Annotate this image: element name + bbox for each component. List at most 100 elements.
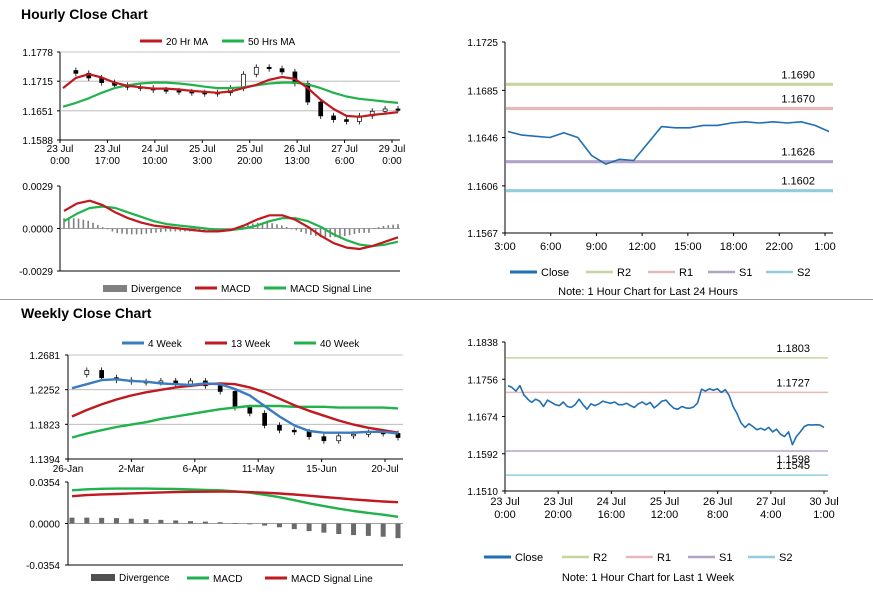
hourly-divergence-bar: [130, 228, 133, 235]
weekly-price-y-tick-label: 1.1394: [29, 455, 60, 466]
hourly-divergence-bar: [285, 227, 288, 229]
hourly-levels-x-tick-label: 1:00: [814, 241, 835, 253]
weekly-macd-y-tick-label: 0.0000: [29, 520, 60, 531]
hourly-divergence-bar: [140, 228, 143, 235]
weekly-legend-divergence-label: Divergence: [119, 573, 170, 584]
weekly-divergence-bar: [202, 521, 208, 524]
weekly-divergence-bar: [306, 523, 312, 532]
hourly-divergence-bar: [339, 228, 341, 237]
weekly-divergence-bar: [247, 523, 253, 525]
weekly-divergence-bar: [321, 523, 327, 533]
weekly-levels-x-tick-label: 1:00: [813, 509, 834, 521]
weekly-levels-x-tick-label: 30 Jul: [809, 496, 838, 508]
hourly-divergence-bar: [387, 225, 390, 229]
hourly-price-candle: [176, 90, 182, 93]
hourly-levels-y-tick-label: 1.1606: [467, 182, 498, 193]
hourly-divergence-bar: [111, 228, 114, 232]
hourly-price-y-tick-label: 1.1715: [22, 77, 53, 88]
weekly-macd-y-tick-label: 0.0354: [29, 478, 60, 489]
weekly-divergence-bar: [276, 523, 282, 528]
hourly-divergence-bar: [368, 228, 370, 233]
weekly-divergence-bar: [188, 521, 194, 524]
hourly-price-candle: [163, 89, 169, 92]
weekly-legend-divergence-swatch: [91, 574, 115, 581]
weekly-price-y-tick-label: 1.2252: [29, 386, 60, 397]
hourly-price-x-tick-label: 6:00: [335, 156, 355, 167]
weekly-levels-x-tick-label: 24 Jul: [597, 496, 626, 508]
hourly-divergence-bar: [242, 225, 244, 229]
weekly-divergence-bar: [69, 517, 75, 524]
weekly-levels-x-tick-label: 23 Jul: [490, 496, 519, 508]
hourly-levels-note: Note: 1 Hour Chart for Last 24 Hours: [558, 286, 738, 298]
hourly-levels-y-tick-label: 1.1567: [467, 229, 498, 240]
weekly-macd-y-tick-label: -0.0354: [26, 561, 60, 572]
weekly-levels-x-tick-label: 26 Jul: [703, 496, 732, 508]
hourly-price-x-tick-label: 17:00: [95, 156, 120, 167]
weekly-levels-close-line: [507, 384, 825, 446]
hourly-divergence-bar: [203, 228, 206, 232]
hourly-divergence-bar: [353, 228, 356, 235]
weekly-divergence-bar: [380, 523, 386, 537]
hourly-divergence-bar: [164, 228, 167, 232]
hourly-levels-legend-close-label: Close: [541, 267, 569, 279]
hourly-price-candle: [73, 70, 79, 74]
weekly-divergence-bar: [217, 522, 223, 524]
weekly-price-candle: [99, 370, 104, 379]
hourly-divergence-bar: [334, 228, 336, 238]
hourly-ma50-line: [62, 81, 399, 108]
weekly-levels-x-tick-label: 12:00: [651, 509, 679, 521]
weekly-legend-40wk-label: 40 Week: [320, 339, 360, 350]
hourly-ma20-line: [62, 73, 399, 118]
weekly-price-x-tick-label: 2-Mar: [118, 464, 145, 475]
hourly-legend-macd-label: MACD: [221, 284, 250, 295]
hourly-price-candle: [266, 66, 272, 70]
hourly-divergence-bar: [92, 222, 94, 229]
weekly-levels-x-tick-label: 27 Jul: [756, 496, 785, 508]
weekly-levels-y-tick-label: 1.1510: [467, 487, 498, 498]
hourly-divergence-bar: [87, 220, 90, 229]
hourly-levels-legend-s1-label: S1: [739, 267, 752, 279]
weekly-price-x-tick-label: 15-Jun: [306, 464, 337, 475]
hourly-levels-x-tick-label: 3:00: [494, 241, 515, 253]
hourly-levels-x-tick-label: 22:00: [766, 241, 794, 253]
hourly-levels-level-s1-label: 1.1626: [781, 147, 815, 159]
weekly-legend-macd-label: MACD: [213, 574, 242, 585]
weekly-levels-y-tick-label: 1.1674: [467, 413, 498, 424]
hourly-price-x-tick-label: 25 Jul: [189, 144, 216, 155]
weekly-levels-y-tick-label: 1.1592: [467, 450, 498, 461]
weekly-levels-x-tick-label: 0:00: [494, 509, 515, 521]
hourly-price-x-tick-label: 24 Jul: [142, 144, 169, 155]
hourly-levels-close-line: [507, 121, 830, 165]
hourly-divergence-bar: [135, 228, 138, 235]
hourly-price-x-tick-label: 0:00: [382, 156, 402, 167]
hourly-divergence-bar: [116, 228, 119, 234]
hourly-price-y-tick-label: 1.1651: [22, 107, 53, 118]
hourly-levels-x-tick-label: 18:00: [720, 241, 748, 253]
weekly-divergence-bar: [128, 518, 134, 524]
weekly-levels-legend-s1-label: S1: [719, 552, 732, 564]
hourly-macd-y-tick-label: 0.0029: [22, 182, 53, 193]
weekly-divergence-bar: [99, 517, 105, 524]
hourly-levels-level-s2-label: 1.1602: [781, 176, 815, 188]
hourly-divergence-bar: [324, 228, 327, 238]
hourly-levels-y-tick-label: 1.1685: [467, 86, 498, 97]
weekly-price-y-tick-label: 1.2681: [29, 351, 60, 362]
weekly-levels-level-s1-label: 1.1598: [776, 454, 810, 466]
hourly-divergence-bar: [121, 228, 123, 234]
weekly-price-candle: [262, 412, 267, 426]
hourly-divergence-bar: [271, 223, 273, 229]
hourly-divergence-bar: [382, 225, 385, 229]
hourly-price-candle: [395, 108, 401, 111]
hourly-divergence-bar: [281, 225, 283, 229]
hourly-price-x-tick-label: 3:00: [193, 156, 213, 167]
weekly-legend-13wk-label: 13 Week: [231, 339, 271, 350]
hourly-divergence-bar: [348, 228, 351, 236]
hourly-divergence-bar: [155, 228, 157, 233]
hourly-price-candle: [279, 68, 285, 73]
hourly-price-x-tick-label: 29 Jul: [379, 144, 406, 155]
weekly-divergence-bar: [232, 523, 238, 524]
weekly-divergence-bar: [84, 517, 90, 524]
weekly-price-candle: [351, 433, 356, 437]
hourly-macd-y-tick-label: -0.0029: [19, 267, 53, 278]
